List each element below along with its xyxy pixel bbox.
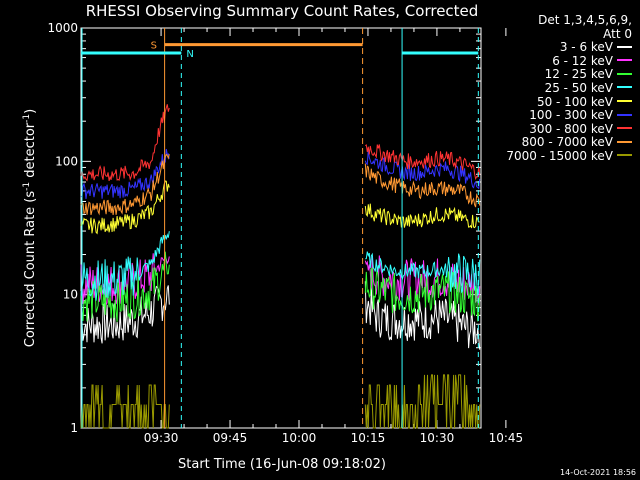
marker-s-label: S	[151, 41, 157, 52]
legend-label: 25 - 50 keV	[544, 80, 613, 95]
axis-ticks: 09:30 09:45 10:00 10:15 10:30 10:45 1 10 100 1000	[47, 21, 523, 445]
x-axis-label: Start Time (16-Jun-08 09:18:02)	[178, 457, 386, 472]
legend-header-1: Det 1,3,4,5,6,9,	[538, 13, 632, 27]
series-line-25-50keV	[365, 251, 481, 296]
series-line-300-800keV	[365, 144, 481, 181]
plot-frame	[80, 27, 482, 429]
series-line-12-25keV	[364, 267, 481, 322]
series-line-25-50keV	[80, 231, 170, 301]
legend-swatch	[617, 72, 632, 75]
legend-label: 6 - 12 keV	[552, 53, 613, 68]
legend-entry: 6 - 12 keV	[506, 53, 632, 69]
x-tick-label: 10:45	[489, 431, 524, 445]
series-line-7000-15000keV	[364, 374, 481, 429]
legend-label: 100 - 300 keV	[529, 108, 613, 123]
legend-swatch	[617, 59, 632, 62]
x-tick-label: 09:45	[213, 431, 248, 445]
legend-entry: 100 - 300 keV	[506, 108, 632, 123]
x-tick-label: 10:00	[282, 431, 317, 445]
legend-label: 800 - 7000 keV	[521, 135, 613, 150]
legend: Det 1,3,4,5,6,9, Att 0 3 - 6 keV 6 - 12 k…	[506, 13, 632, 164]
legend-label: 12 - 25 keV	[544, 67, 613, 82]
series-line-800-7000keV	[80, 153, 170, 216]
x-tick-label: 09:30	[144, 431, 179, 445]
y-axis-label: Corrected Count Rate (s-1 detector-1)	[22, 109, 38, 347]
marker-n-label: N	[186, 49, 193, 60]
x-tick-label: 10:15	[351, 431, 386, 445]
series-line-12-25keV	[80, 251, 170, 322]
legend-swatch	[617, 140, 632, 143]
legend-header-2: Att 0	[603, 26, 632, 41]
legend-entry: 50 - 100 keV	[506, 94, 632, 110]
legend-swatch	[617, 45, 632, 48]
legend-swatch	[617, 100, 632, 103]
legend-entry: 3 - 6 keV	[506, 40, 632, 55]
legend-entry: 800 - 7000 keV	[506, 136, 632, 150]
series-line-3-6keV	[80, 285, 170, 344]
legend-entry: 300 - 800 keV	[506, 121, 632, 137]
y-tick-label: 10	[63, 288, 78, 302]
series-lines	[80, 104, 481, 429]
y-tick-label: 1000	[47, 21, 78, 35]
legend-entry: 12 - 25 keV	[506, 68, 632, 82]
marker-lines: SN	[81, 28, 479, 428]
series-line-300-800keV	[80, 104, 170, 182]
legend-rows: 3 - 6 keV 6 - 12 keV 12 - 25 keV 25 - 50 ke…	[506, 40, 632, 164]
legend-label: 7000 - 15000 keV	[506, 148, 613, 163]
legend-swatch	[617, 154, 632, 157]
chart-title: RHESSI Observing Summary Count Rates, Co…	[86, 2, 479, 20]
series-line-50-100keV	[364, 203, 480, 229]
series-line-3-6keV	[364, 281, 481, 350]
legend-label: 50 - 100 keV	[536, 94, 613, 109]
timestamp: 14-Oct-2021 18:56	[560, 468, 636, 477]
legend-swatch	[617, 127, 632, 130]
x-tick-label: 10:30	[420, 431, 455, 445]
y-tick-label: 1	[70, 421, 78, 435]
series-line-100-300keV	[80, 148, 170, 199]
legend-entry: 7000 - 15000 keV	[506, 148, 632, 164]
series-line-7000-15000keV	[80, 384, 170, 429]
legend-label: 300 - 800 keV	[529, 121, 613, 136]
series-line-800-7000keV	[364, 163, 481, 208]
y-tick-label: 100	[55, 154, 78, 168]
series-line-50-100keV	[80, 180, 170, 235]
legend-label: 3 - 6 keV	[559, 40, 613, 55]
series-line-100-300keV	[364, 149, 481, 190]
legend-entry: 25 - 50 keV	[506, 80, 632, 96]
legend-swatch	[617, 113, 632, 116]
legend-swatch	[617, 86, 632, 89]
